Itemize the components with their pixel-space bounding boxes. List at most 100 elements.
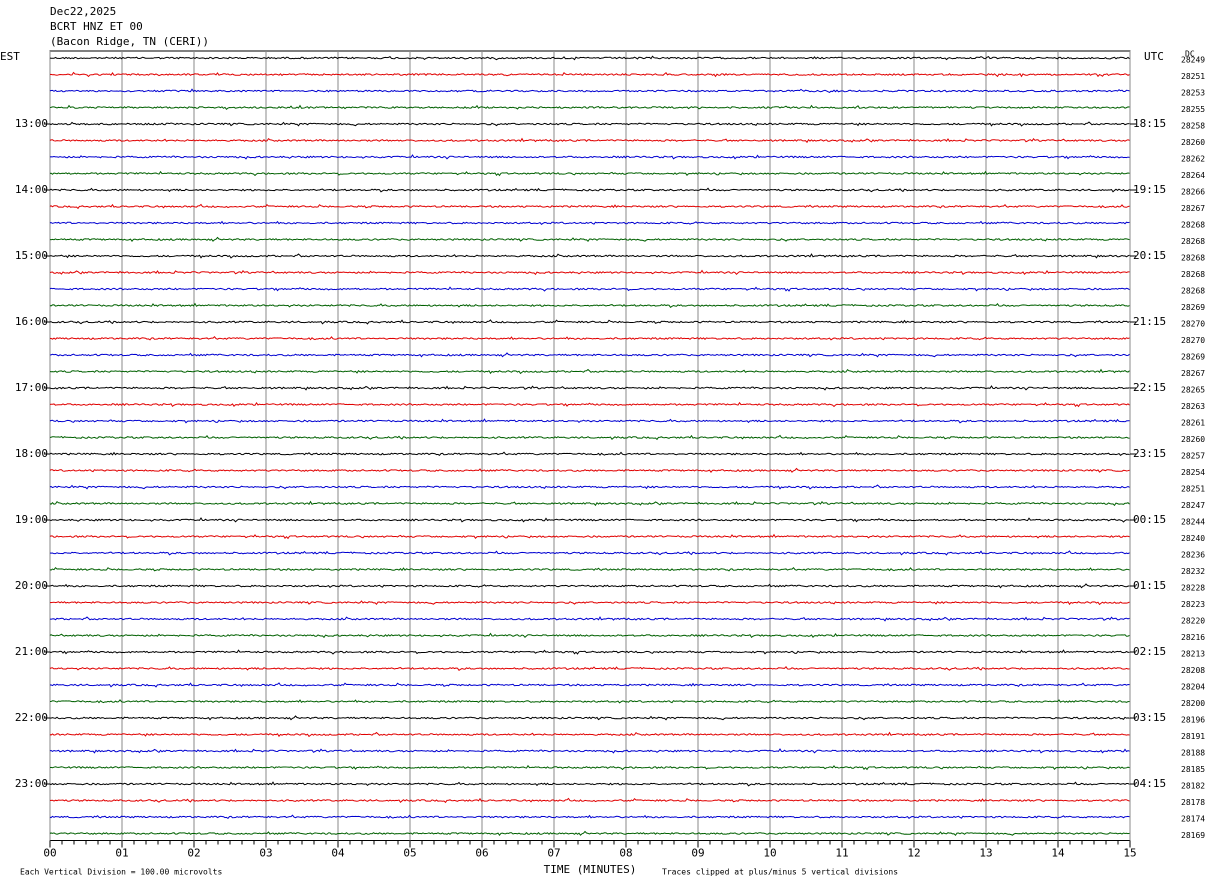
trace (49, 55, 1130, 61)
dc-value: 28188 (1181, 749, 1205, 758)
dc-value: 28263 (1181, 402, 1205, 411)
x-tick-label: 05 (403, 847, 416, 860)
dc-value: 28267 (1181, 204, 1205, 213)
dc-value: 28185 (1181, 765, 1205, 774)
trace (49, 484, 1130, 490)
left-hour-label: 16:00 (15, 315, 48, 328)
left-hour-label: 20:00 (15, 579, 48, 592)
trace (49, 104, 1130, 111)
x-tick-label: 15 (1123, 847, 1136, 860)
trace (49, 137, 1130, 144)
trace (49, 253, 1130, 259)
dc-value: 28266 (1181, 188, 1205, 197)
x-tick-label: 02 (187, 847, 200, 860)
trace (49, 434, 1130, 441)
trace (49, 616, 1130, 622)
dc-value: 28268 (1181, 270, 1205, 279)
trace (49, 319, 1130, 325)
trace (49, 533, 1130, 540)
dc-value: 28269 (1181, 353, 1205, 362)
x-tick-label: 04 (331, 847, 345, 860)
dc-value: 28178 (1181, 798, 1205, 807)
dc-value: 28264 (1181, 171, 1205, 180)
header-station: BCRT HNZ ET 00 (50, 20, 143, 33)
trace (49, 467, 1130, 474)
trace (49, 797, 1130, 804)
right-axis-label: UTC (1144, 50, 1164, 63)
trace (49, 269, 1130, 276)
footer-right: Traces clipped at plus/minus 5 vertical … (662, 868, 898, 877)
trace (49, 154, 1130, 160)
trace (49, 71, 1130, 78)
dc-value: 28268 (1181, 237, 1205, 246)
dc-value: 28247 (1181, 501, 1205, 510)
left-hour-label: 15:00 (15, 249, 48, 262)
dc-value: 28265 (1181, 386, 1205, 395)
trace (49, 368, 1130, 375)
x-tick-label: 14 (1051, 847, 1065, 860)
dc-value: 28268 (1181, 221, 1205, 230)
trace (49, 566, 1130, 572)
header-location: (Bacon Ridge, TN (CERI)) (50, 35, 209, 48)
dc-value: 28213 (1181, 650, 1205, 659)
dc-value: 28249 (1181, 56, 1205, 65)
trace (49, 187, 1130, 193)
dc-value: 28270 (1181, 320, 1205, 329)
dc-value: 28262 (1181, 155, 1205, 164)
dc-value: 28258 (1181, 122, 1205, 131)
dc-value: 28200 (1181, 699, 1205, 708)
left-axis-label: EST (0, 50, 20, 63)
dc-value: 28191 (1181, 732, 1205, 741)
trace (49, 170, 1130, 177)
trace (49, 220, 1130, 225)
right-hour-label: 01:15 (1133, 579, 1166, 592)
dc-value: 28182 (1181, 782, 1205, 791)
trace (49, 418, 1130, 424)
trace (49, 236, 1130, 243)
trace (49, 88, 1130, 94)
x-tick-label: 08 (619, 847, 632, 860)
trace (49, 632, 1130, 639)
dc-value: 28257 (1181, 452, 1205, 461)
trace (49, 302, 1130, 308)
right-hour-label: 21:15 (1133, 315, 1166, 328)
right-hour-label: 22:15 (1133, 381, 1166, 394)
trace (49, 203, 1130, 210)
right-hour-label: 00:15 (1133, 513, 1166, 526)
right-hour-label: 03:15 (1133, 711, 1166, 724)
dc-value: 28261 (1181, 419, 1205, 428)
x-axis-title: TIME (MINUTES) (544, 863, 637, 876)
trace (49, 764, 1130, 771)
left-hour-label: 17:00 (15, 381, 48, 394)
trace (49, 748, 1130, 754)
trace (49, 550, 1130, 556)
right-hour-label: 02:15 (1133, 645, 1166, 658)
dc-value: 28270 (1181, 336, 1205, 345)
dc-value: 28260 (1181, 138, 1205, 147)
left-hour-label: 23:00 (15, 777, 48, 790)
x-tick-label: 09 (691, 847, 704, 860)
dc-value: 28240 (1181, 534, 1205, 543)
trace (49, 814, 1130, 820)
dc-value: 28236 (1181, 551, 1205, 560)
dc-value: 28254 (1181, 468, 1205, 477)
trace (49, 830, 1130, 837)
x-tick-label: 03 (259, 847, 272, 860)
footer-left: Each Vertical Division = 100.00 microvol… (20, 868, 222, 877)
dc-value: 28253 (1181, 89, 1205, 98)
trace (49, 781, 1130, 787)
x-tick-label: 07 (547, 847, 560, 860)
trace (49, 666, 1130, 671)
dc-value: 28268 (1181, 254, 1205, 263)
trace (49, 699, 1130, 704)
dc-value: 28255 (1181, 105, 1205, 114)
dc-value: 28169 (1181, 831, 1205, 840)
trace (49, 682, 1130, 688)
dc-value: 28196 (1181, 716, 1205, 725)
trace (49, 500, 1130, 507)
trace (49, 335, 1130, 341)
left-hour-label: 14:00 (15, 183, 48, 196)
x-tick-label: 11 (835, 847, 848, 860)
left-hour-label: 22:00 (15, 711, 48, 724)
